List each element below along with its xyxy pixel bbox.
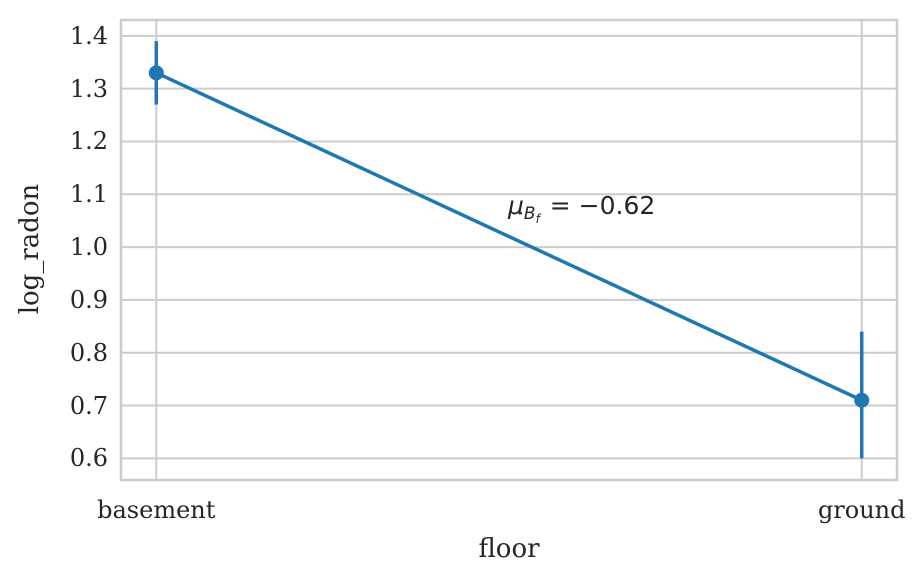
- series-line: [155, 71, 863, 402]
- x-axis-label: floor: [478, 534, 540, 564]
- y-axis-label: log_radon: [15, 183, 45, 315]
- y-tick-label: 0.8: [69, 338, 108, 367]
- point-marker: [854, 392, 870, 408]
- y-tick-label: 1.0: [69, 233, 108, 262]
- plot-border: [119, 18, 899, 482]
- y-tick-label: 1.3: [69, 74, 108, 103]
- annotation-subscript-b: B: [523, 204, 536, 224]
- y-tick-label: 0.7: [69, 391, 108, 420]
- y-tick-label: 0.6: [69, 444, 108, 473]
- y-tick-label: 0.9: [69, 285, 108, 314]
- y-tick-label: 1.2: [69, 127, 108, 156]
- annotation-mu-bf: μBf = −0.62: [508, 191, 656, 226]
- x-tick-label: basement: [97, 496, 216, 524]
- annotation-value: = −0.62: [541, 191, 656, 220]
- annotation-subscript-f: f: [535, 212, 540, 226]
- x-tick-label: ground: [817, 496, 906, 524]
- y-tick-label: 1.1: [69, 180, 108, 209]
- point-marker: [148, 65, 164, 81]
- annotation-mu-symbol: μ: [508, 191, 524, 220]
- y-tick-label: 1.4: [69, 21, 108, 50]
